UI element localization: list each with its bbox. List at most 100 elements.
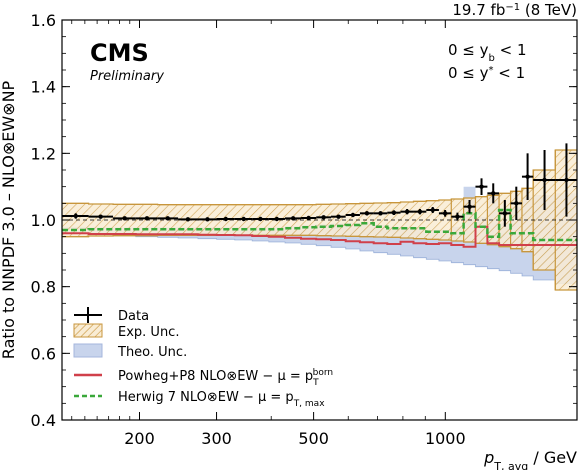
- yb-tail: < 1: [495, 41, 527, 59]
- data-point: [426, 207, 439, 213]
- data-point-marker: [258, 216, 263, 222]
- data-point-marker: [165, 216, 170, 221]
- herwig-line: [62, 208, 577, 242]
- data-point: [521, 153, 534, 200]
- y-tick-label: 1.4: [31, 78, 56, 97]
- data-point: [413, 209, 427, 215]
- powheg-series: [62, 225, 577, 248]
- data-point-marker: [479, 184, 484, 189]
- legend-item-exp-unc: Exp. Unc.: [73, 323, 179, 340]
- legend-powheg-text: Powheg+P8 NLO⊗EW − μ = p: [118, 369, 313, 384]
- data-point-marker: [442, 211, 448, 216]
- exp-band-upper-edge: [62, 149, 577, 206]
- data-point: [373, 211, 388, 216]
- legend-item-data: Data: [74, 307, 149, 324]
- legend: Data Exp. Unc. Theo. Unc. Powheg+P8 NLO⊗…: [73, 307, 333, 409]
- y-tick-label: 1.2: [31, 144, 56, 163]
- data-point-marker: [564, 177, 569, 183]
- x-axis-title-main: p: [483, 448, 494, 467]
- ystar-tail: < 1: [494, 64, 526, 82]
- legend-item-theo-unc: Theo. Unc.: [73, 343, 187, 360]
- data-point: [113, 216, 136, 221]
- y-tick-label: 0.8: [31, 278, 56, 297]
- legend-item-herwig: Herwig 7 NLO⊗EW − μ = pT, max: [74, 390, 325, 409]
- ystar-sup: *: [489, 65, 494, 76]
- legend-powheg-sup: born: [313, 368, 333, 378]
- data-point: [438, 210, 452, 217]
- y-tick-label: 1.0: [31, 211, 56, 230]
- data-point: [555, 143, 577, 217]
- data-point: [216, 216, 235, 222]
- data-point-marker: [378, 211, 383, 216]
- herwig-series: [62, 208, 577, 242]
- data-point: [268, 216, 285, 222]
- data-point: [197, 217, 217, 222]
- data-point-marker: [223, 216, 229, 222]
- data-point: [88, 214, 114, 219]
- lumi-value: 19.7 fb: [452, 1, 505, 19]
- data-point: [510, 186, 522, 220]
- data-point-marker: [290, 216, 296, 221]
- data-point: [157, 216, 179, 221]
- data-point: [284, 216, 302, 221]
- data-point: [345, 212, 360, 218]
- data-point: [487, 183, 500, 204]
- data-point-marker: [542, 177, 547, 183]
- legend-item-powheg: Powheg+P8 NLO⊗EW − μ = pTborn: [74, 368, 333, 388]
- x-axis-title-sub: T, avg: [493, 460, 528, 470]
- y-tick-label: 0.6: [31, 344, 56, 363]
- x-tick-label: 300: [201, 429, 232, 448]
- data-point: [331, 214, 346, 219]
- data-point: [475, 178, 488, 195]
- powheg-line: [62, 225, 577, 248]
- data-point-marker: [430, 207, 435, 213]
- legend-exp-label: Exp. Unc.: [118, 325, 179, 340]
- lumi-energy: (8 TeV): [520, 1, 577, 19]
- data-series: [62, 143, 577, 227]
- data-point: [359, 211, 374, 216]
- x-axis-title: pT, avg / GeV: [483, 448, 577, 470]
- ystar-annotation: 0 ≤ y* < 1: [448, 64, 525, 82]
- data-point-marker: [455, 214, 460, 219]
- data-point-marker: [205, 217, 210, 222]
- data-point-marker: [391, 210, 397, 215]
- data-point: [62, 213, 89, 219]
- data-point-marker: [306, 215, 311, 221]
- data-point: [234, 216, 253, 222]
- data-point-marker: [274, 216, 280, 222]
- legend-herwig-sub: T, max: [293, 399, 326, 409]
- data-point: [533, 150, 556, 210]
- legend-theo-label: Theo. Unc.: [117, 345, 187, 360]
- data-point-marker: [417, 209, 423, 214]
- legend-herwig-label: Herwig 7 NLO⊗EW − μ = pT, max: [118, 390, 325, 409]
- x-tick-label: 200: [124, 429, 155, 448]
- data-point-marker: [185, 217, 191, 222]
- data-point: [178, 217, 198, 222]
- legend-exp-swatch: [73, 323, 103, 338]
- data-point: [463, 200, 476, 214]
- data-point-marker: [364, 211, 370, 216]
- data-point: [135, 216, 158, 221]
- data-point-marker: [73, 213, 78, 219]
- yb-annotation: 0 ≤ yb < 1: [448, 41, 527, 64]
- data-point-marker: [467, 204, 472, 209]
- data-point-marker: [144, 216, 150, 221]
- data-point-marker: [350, 212, 356, 218]
- x-axis-title-unit: / GeV: [528, 448, 577, 467]
- legend-theo-swatch: [73, 343, 103, 358]
- data-point: [252, 216, 269, 222]
- data-point: [499, 200, 511, 227]
- data-point: [301, 215, 317, 221]
- data-point-marker: [514, 201, 519, 206]
- data-point: [451, 212, 464, 221]
- ystar-text: 0 ≤ y: [448, 64, 489, 82]
- preliminary-label: Preliminary: [90, 69, 164, 84]
- legend-data-label: Data: [118, 309, 149, 324]
- data-point-marker: [404, 209, 410, 214]
- legend-powheg-label: Powheg+P8 NLO⊗EW − μ = pTborn: [118, 368, 333, 388]
- data-point: [387, 210, 401, 215]
- data-point-marker: [98, 214, 103, 219]
- data-point-marker: [491, 191, 496, 196]
- y-axis-title: Ratio to NNPDF 3.0 – NLO⊗EW⊗NP: [0, 80, 18, 359]
